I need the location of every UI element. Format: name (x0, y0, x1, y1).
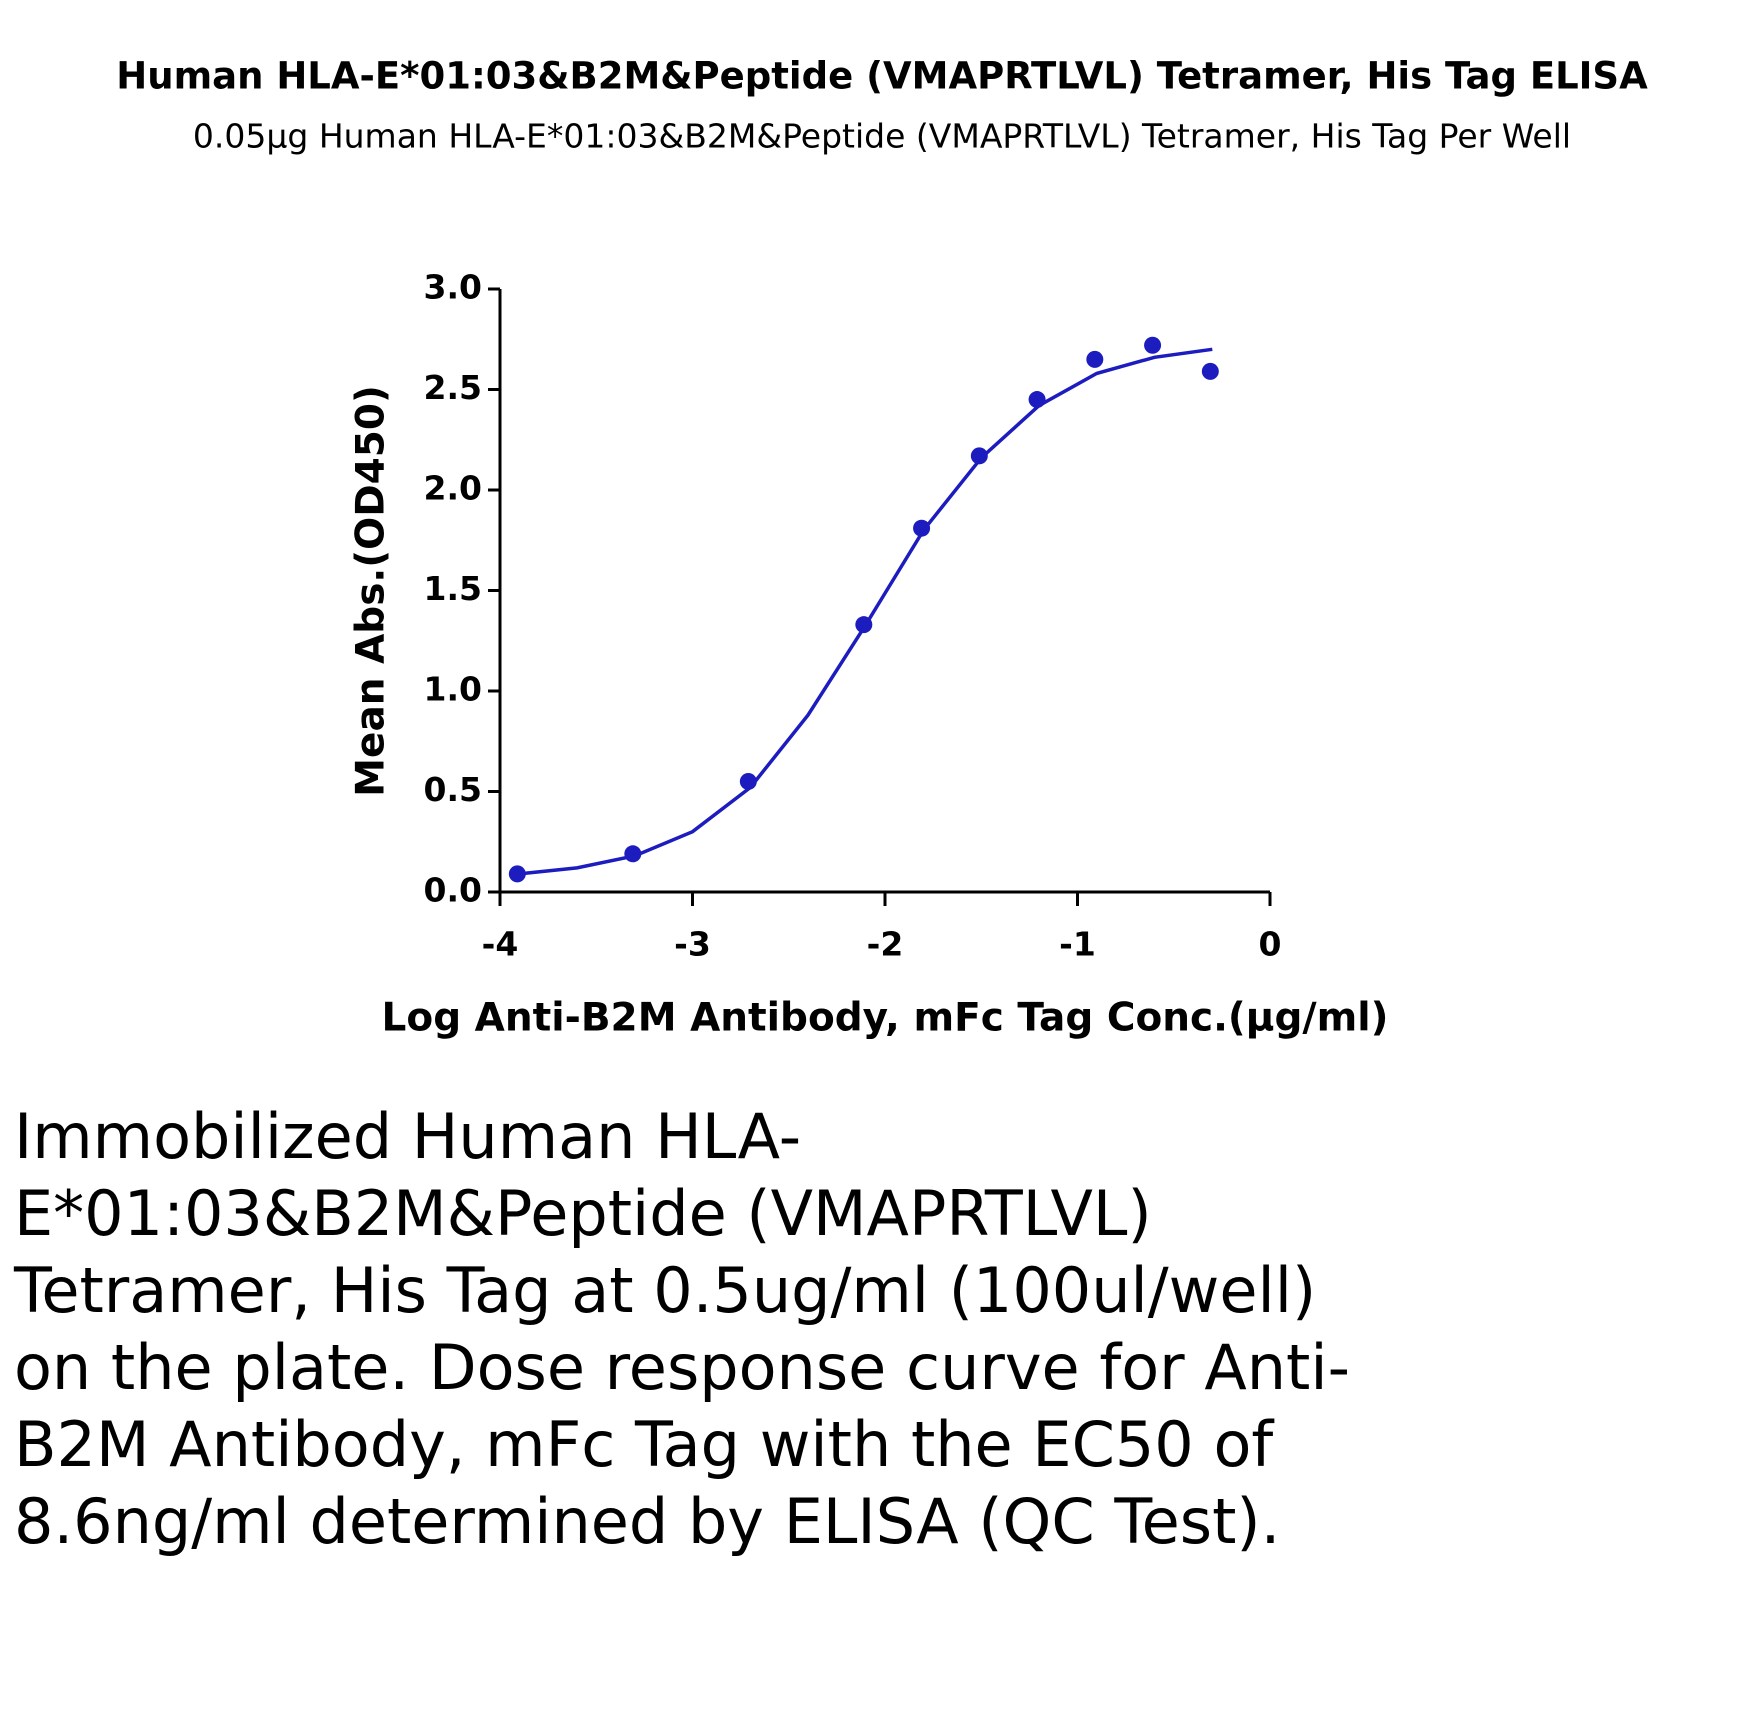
x-tick-label: 0 (1259, 925, 1282, 964)
data-point (508, 865, 526, 883)
x-tick-label: -2 (867, 925, 904, 964)
x-axis-label: Log Anti-B2M Antibody, mFc Tag Conc.(μg/… (382, 996, 1389, 1041)
data-point (1201, 362, 1219, 380)
y-tick-label: 1.5 (424, 569, 482, 608)
data-point (1144, 336, 1162, 354)
y-tick-label: 1.0 (424, 670, 482, 709)
y-tick-label: 0.5 (424, 770, 482, 809)
y-tick-label: 0.0 (424, 871, 482, 910)
caption: Immobilized Human HLA-E*01:03&B2M&Peptid… (14, 1100, 1350, 1558)
x-tick-label: -4 (482, 925, 519, 964)
y-tick-label: 2.0 (424, 469, 482, 508)
data-point (1086, 350, 1104, 368)
x-tick-label: -1 (1059, 925, 1096, 964)
fit-curve (519, 347, 1213, 876)
chart-title: Human HLA-E*01:03&B2M&Peptide (VMAPRTLVL… (116, 55, 1648, 98)
y-tick-label: 2.5 (424, 368, 482, 407)
y-tick-label: 3.0 (424, 268, 482, 307)
x-tick-label: -3 (674, 925, 711, 964)
y-axis-label: Mean Abs.(OD450) (349, 385, 394, 797)
chart: Human HLA-E*01:03&B2M&Peptide (VMAPRTLVL… (116, 55, 1648, 1041)
chart-subtitle: 0.05μg Human HLA-E*01:03&B2M&Peptide (VM… (193, 117, 1571, 156)
data-point (913, 519, 931, 537)
data-point (970, 447, 988, 465)
